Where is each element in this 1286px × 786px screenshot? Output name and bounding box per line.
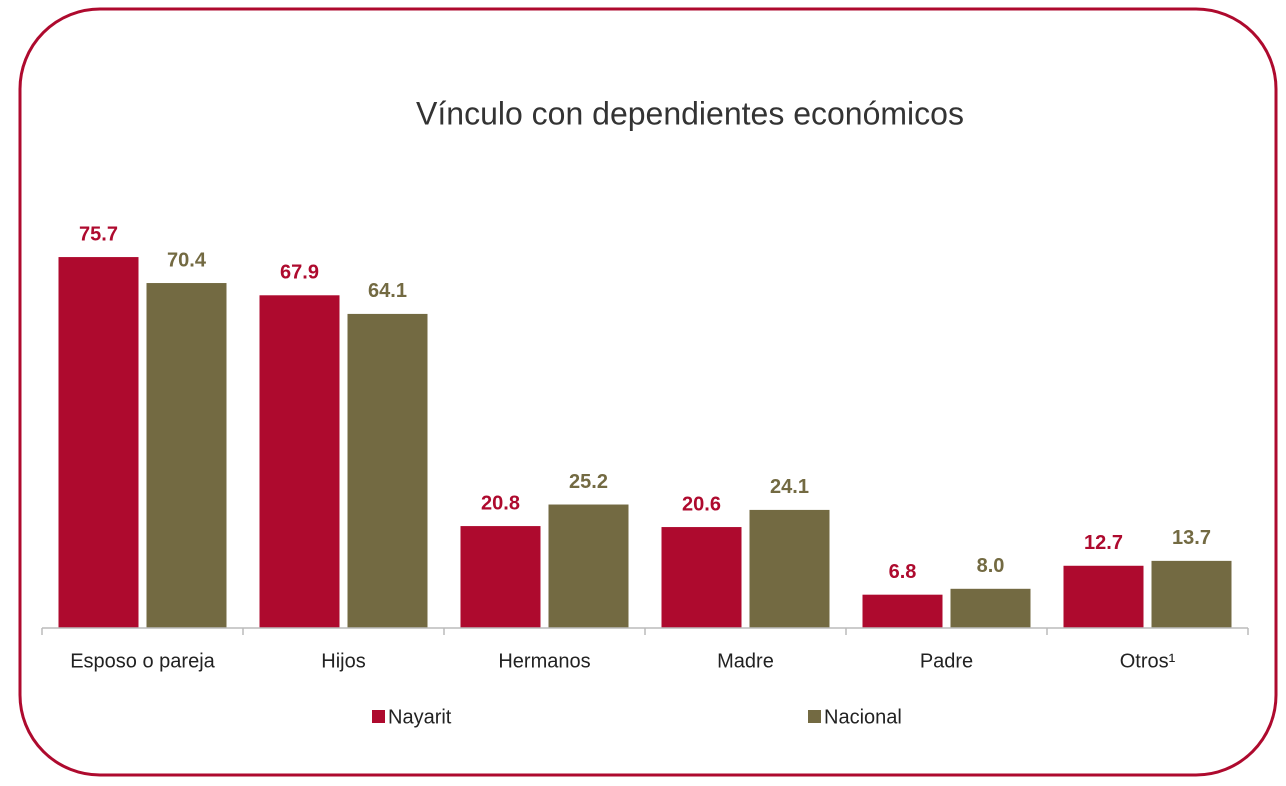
legend-swatch [372, 710, 385, 723]
bar [950, 588, 1031, 628]
bar [460, 526, 541, 628]
value-label: 12.7 [1084, 532, 1123, 554]
bar [347, 313, 428, 628]
x-tick-label: Hermanos [498, 650, 590, 672]
x-tick-label: Hijos [321, 650, 365, 672]
legend-label: Nacional [824, 706, 902, 728]
bar [1151, 560, 1232, 628]
legend-swatch [808, 710, 821, 723]
bar [862, 594, 943, 628]
value-label: 6.8 [889, 561, 917, 583]
value-label: 25.2 [569, 471, 608, 493]
value-label: 75.7 [79, 223, 118, 245]
value-label: 20.8 [481, 492, 520, 514]
value-label: 13.7 [1172, 527, 1211, 549]
chart-title: Vínculo con dependientes económicos [416, 95, 964, 131]
bar [749, 509, 830, 628]
bar [661, 527, 742, 628]
bar [146, 283, 227, 628]
value-label: 64.1 [368, 280, 407, 302]
x-tick-label: Madre [717, 650, 774, 672]
value-label: 8.0 [977, 555, 1005, 577]
bar [1063, 565, 1144, 628]
legend-label: Nayarit [388, 706, 452, 728]
value-label: 24.1 [770, 476, 809, 498]
x-tick-label: Esposo o pareja [70, 650, 215, 672]
value-label: 20.6 [682, 493, 721, 515]
x-tick-label: Otros¹ [1120, 650, 1176, 672]
bar [259, 295, 340, 628]
x-tick-label: Padre [920, 650, 973, 672]
value-label: 67.9 [280, 262, 319, 284]
value-label: 70.4 [167, 249, 207, 271]
bar [58, 257, 139, 628]
bar [548, 504, 629, 628]
